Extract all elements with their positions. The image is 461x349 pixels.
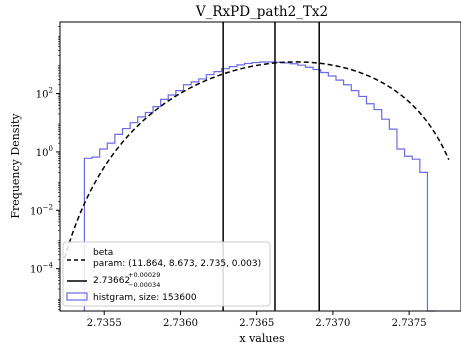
y-axis-ticks: 102 100 10−2 10−4 [30, 26, 60, 310]
x-tick-label-3: 2.7370 [315, 318, 350, 329]
legend: beta param: (11.864, 8.673, 2.735, 0.003… [62, 241, 271, 307]
x-axis-label: x values [239, 332, 285, 345]
legend-estimate-value: 2.73662 [93, 276, 130, 286]
legend-beta-name: beta [93, 248, 113, 258]
legend-estimate-lower: −0.00034 [128, 281, 160, 289]
plot-frame [59, 21, 461, 312]
y-axis-label: Frequency Density [9, 113, 22, 219]
beta-fit-curve [63, 61, 450, 259]
histogram-outline [83, 61, 436, 312]
y-tick-label-1: 100 [36, 145, 53, 159]
histogram-series [83, 61, 436, 312]
legend-histogram-label: histgram, size: 153600 [93, 293, 197, 303]
y-tick-label-3: 10−4 [30, 262, 54, 276]
legend-estimate-upper: +0.00029 [128, 271, 160, 279]
x-tick-label-4: 2.7375 [392, 318, 427, 329]
y-tick-label-2: 10−2 [30, 203, 53, 217]
legend-beta-params: param: (11.864, 8.673, 2.735, 0.003) [93, 259, 261, 269]
x-tick-label-0: 2.7355 [87, 318, 122, 329]
legend-box [62, 241, 271, 307]
x-axis-ticks: 2.7355 2.7360 2.7365 2.7370 2.7375 [87, 311, 427, 329]
y-tick-label-0: 102 [36, 87, 53, 101]
legend-histogram-swatch [66, 292, 88, 301]
x-tick-label-2: 2.7365 [239, 318, 274, 329]
x-tick-label-1: 2.7360 [163, 318, 198, 329]
chart-title: V_RxPD_path2_Tx2 [195, 4, 328, 20]
